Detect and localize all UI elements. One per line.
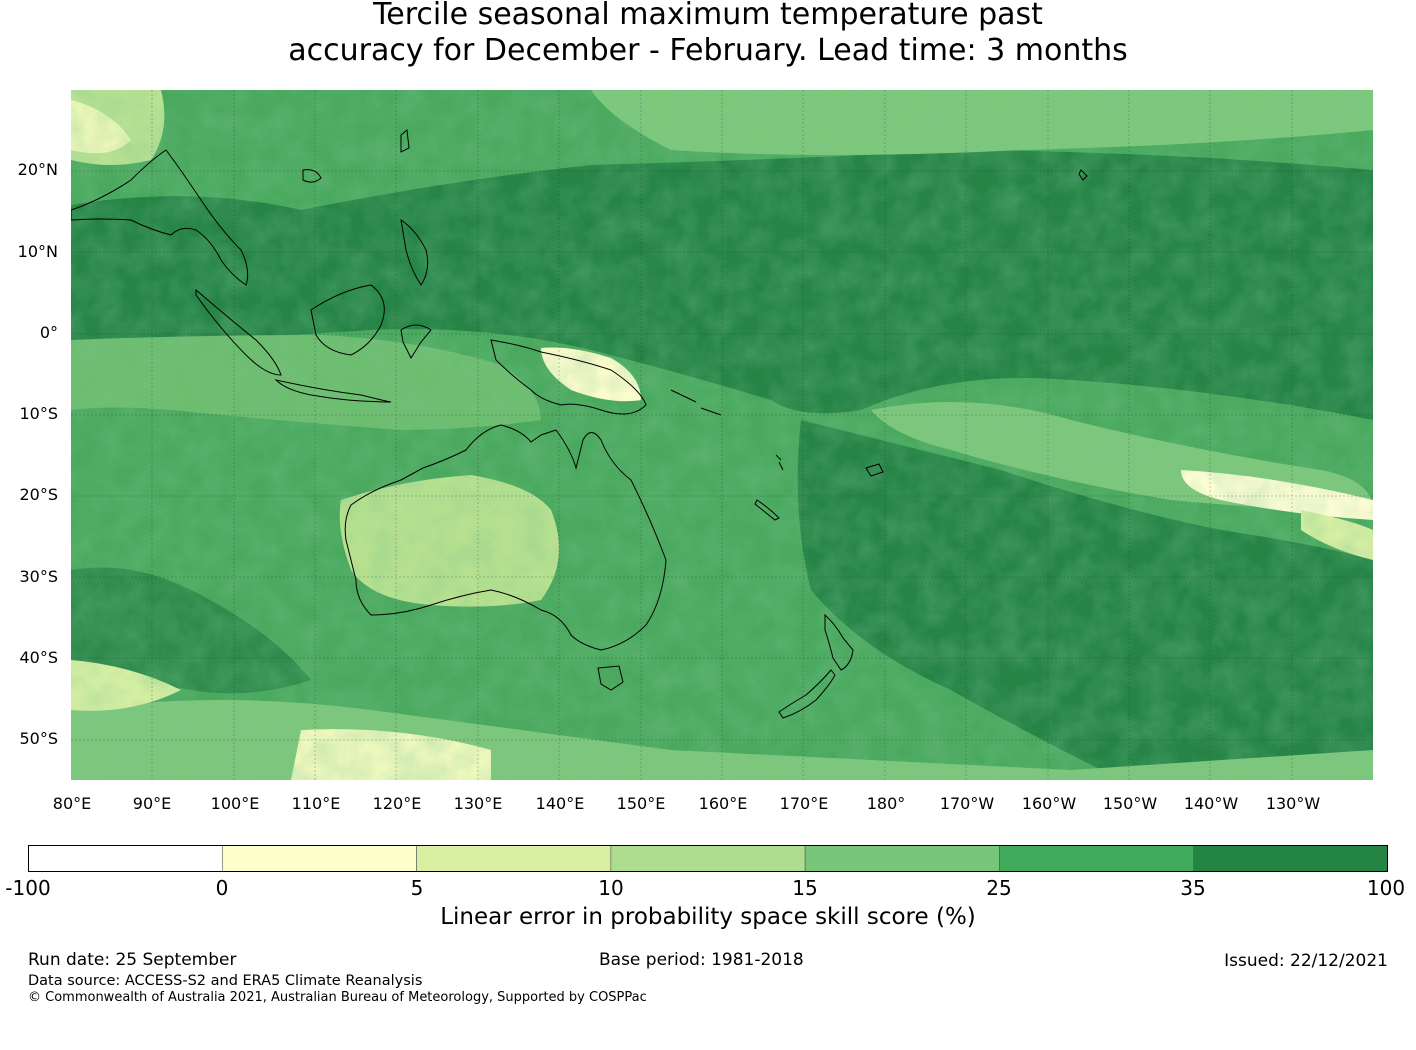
coastlines bbox=[71, 129, 1088, 719]
colorbar-swatch bbox=[221, 845, 417, 872]
colorbar-swatch bbox=[610, 845, 806, 872]
sumatra-coastline bbox=[195, 288, 282, 376]
lon-label-170w: 170°W bbox=[939, 794, 995, 813]
lon-label-90e: 90°E bbox=[132, 794, 172, 813]
lat-label-40s: 40°S bbox=[19, 648, 58, 667]
colorbar-swatch bbox=[28, 845, 223, 872]
colorbar-tick-7: 100 bbox=[1366, 876, 1406, 900]
lon-label-100e: 100°E bbox=[210, 794, 260, 813]
colorbar-tick-3: 10 bbox=[598, 876, 624, 900]
lon-label-130w: 130°W bbox=[1265, 794, 1321, 813]
lat-label-20n: 20°N bbox=[17, 160, 58, 179]
philippines-coastline bbox=[400, 218, 429, 286]
colorbar-tick-6: 35 bbox=[1180, 876, 1206, 900]
skill-score-map bbox=[71, 90, 1373, 780]
map-title-line-2: accuracy for December - February. Lead t… bbox=[288, 33, 1128, 68]
colorbar-tick-4: 15 bbox=[792, 876, 818, 900]
map-gridlines bbox=[71, 90, 1373, 780]
lon-label-130e: 130°E bbox=[453, 794, 503, 813]
colorbar-tick-2: 5 bbox=[410, 876, 424, 900]
lon-label-160w: 160°W bbox=[1021, 794, 1077, 813]
tasmania-coastline bbox=[597, 665, 624, 691]
lat-label-50s: 50°S bbox=[19, 729, 58, 748]
colorbar-tick-1: 0 bbox=[215, 876, 229, 900]
colorbar-tick-5: 25 bbox=[986, 876, 1012, 900]
lon-label-150w: 150°W bbox=[1102, 794, 1158, 813]
new-zealand-south-coastline bbox=[778, 669, 836, 719]
colorbar-label: Linear error in probability space skill … bbox=[440, 904, 976, 930]
colorbar-swatch bbox=[999, 845, 1195, 872]
australia-coastline bbox=[344, 424, 667, 651]
lon-label-160e: 160°E bbox=[698, 794, 748, 813]
java-coastline bbox=[274, 379, 392, 403]
colorbar-tick-0: -100 bbox=[5, 876, 51, 900]
asia-coastline bbox=[71, 149, 249, 286]
lon-label-180: 180° bbox=[866, 794, 906, 813]
hainan-coastline bbox=[302, 169, 322, 183]
fiji-coastline bbox=[865, 463, 884, 477]
lon-label-150e: 150°E bbox=[616, 794, 666, 813]
run-date: Run date: 25 September bbox=[28, 950, 237, 970]
map-title-line-1: Tercile seasonal maximum temperature pas… bbox=[373, 0, 1043, 32]
lon-label-140e: 140°E bbox=[535, 794, 585, 813]
lon-label-120e: 120°E bbox=[372, 794, 422, 813]
lat-label-10s: 10°S bbox=[19, 404, 58, 423]
sulawesi-coastline bbox=[400, 324, 432, 360]
new-zealand-north-coastline bbox=[824, 613, 854, 671]
lat-label-20s: 20°S bbox=[19, 485, 58, 504]
colorbar-swatch bbox=[804, 845, 1000, 872]
new-caledonia-coastline bbox=[754, 499, 780, 521]
colorbar-swatch bbox=[1193, 845, 1388, 872]
data-source: Data source: ACCESS-S2 and ERA5 Climate … bbox=[28, 973, 423, 989]
hawaii-coastline bbox=[1078, 169, 1088, 181]
issued-date: Issued: 22/12/2021 bbox=[1224, 951, 1388, 971]
lat-label-0: 0° bbox=[39, 323, 58, 342]
lat-label-10n: 10°N bbox=[17, 242, 58, 261]
lon-label-140w: 140°W bbox=[1183, 794, 1239, 813]
lon-label-110e: 110°E bbox=[291, 794, 341, 813]
vanuatu-coastline bbox=[775, 454, 784, 471]
lon-label-80e: 80°E bbox=[52, 794, 92, 813]
solomon-islands-coastline bbox=[670, 389, 722, 416]
taiwan-coastline bbox=[400, 129, 410, 153]
lat-label-30s: 30°S bbox=[19, 567, 58, 586]
lon-label-170e: 170°E bbox=[779, 794, 829, 813]
base-period: Base period: 1981-2018 bbox=[599, 950, 804, 970]
colorbar bbox=[28, 845, 1388, 872]
new-guinea-coastline bbox=[490, 339, 647, 415]
copyright: © Commonwealth of Australia 2021, Austra… bbox=[28, 990, 647, 1005]
borneo-coastline bbox=[310, 284, 385, 356]
colorbar-swatch bbox=[416, 845, 612, 872]
